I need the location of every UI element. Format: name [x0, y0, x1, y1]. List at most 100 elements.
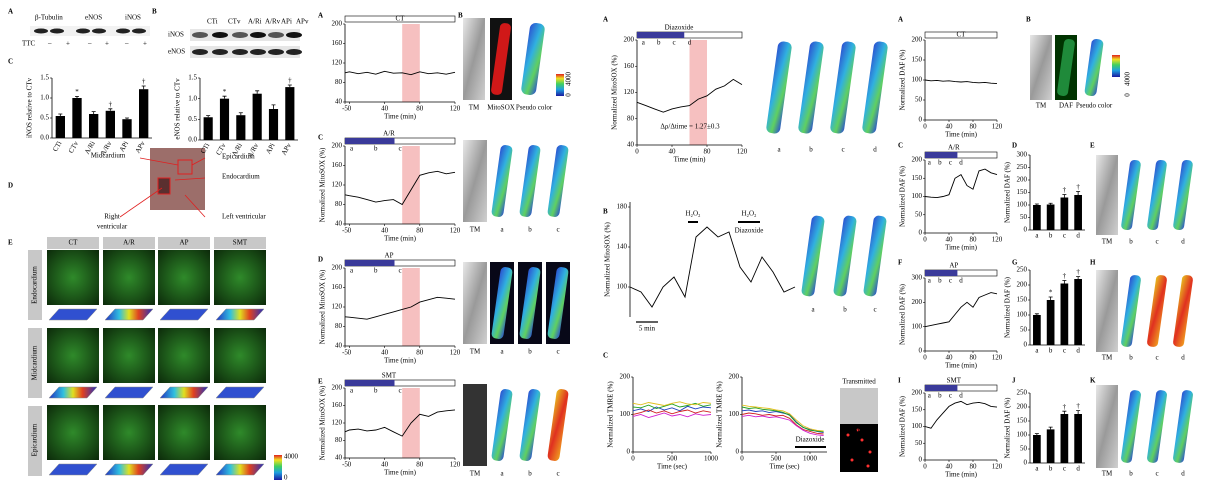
label: TMRE — [849, 426, 868, 434]
y-tick-label: 200 — [332, 142, 343, 150]
stage-label: d — [959, 392, 963, 400]
label: a — [500, 226, 504, 234]
cell-image — [801, 215, 825, 297]
label: Midcardium — [31, 345, 39, 380]
blot-band — [76, 28, 90, 34]
bar — [72, 98, 82, 138]
data-line — [632, 412, 712, 418]
stage-label: c — [949, 277, 952, 285]
data-line — [344, 170, 456, 206]
row-header — [28, 328, 42, 398]
error-bar — [91, 111, 96, 114]
x-tick-label: 120 — [992, 123, 1003, 131]
label: AP — [180, 239, 189, 247]
label: TM — [1036, 102, 1047, 110]
cell-image — [1147, 275, 1167, 347]
x-tick-label: b — [1049, 232, 1053, 240]
x-tick-label: CTv — [67, 139, 80, 154]
x-tick-label: d — [1076, 232, 1080, 240]
x-tick-label: 0 — [631, 455, 635, 463]
panel-letter: A — [318, 12, 323, 20]
cell-image — [521, 23, 545, 95]
y-tick-label: 150 — [912, 405, 923, 413]
label: b — [528, 226, 532, 234]
cell-image — [519, 267, 541, 339]
x-tick-label: c — [1063, 465, 1066, 473]
x-tick-label: 500 — [667, 455, 678, 463]
y-tick-label: 200 — [1017, 176, 1028, 184]
chart-title: AP — [949, 262, 958, 270]
surface-plot — [159, 463, 209, 476]
cell-image — [1173, 390, 1193, 463]
label: A/R — [123, 239, 135, 247]
bar — [1060, 414, 1069, 463]
x-tick-label: APv — [134, 139, 147, 154]
error-bar — [1034, 203, 1039, 205]
panel-letter: D — [8, 182, 13, 190]
y-tick-label: 120 — [332, 303, 343, 311]
y-tick-label: 100 — [617, 283, 628, 291]
label: c — [1155, 470, 1158, 478]
label: H₂O₂ — [686, 210, 702, 218]
stage-label: d — [688, 39, 692, 47]
stage-label: a — [350, 387, 354, 395]
blot-band — [250, 32, 266, 38]
label: 0 — [565, 93, 573, 97]
protocol-bar — [344, 15, 456, 23]
x-tick-label: a — [1035, 347, 1039, 355]
x-tick-label: 120 — [737, 148, 748, 156]
panel-letter: E — [8, 239, 13, 247]
y-tick-label: 80 — [335, 78, 343, 86]
x-tick-label: 1000 — [704, 455, 719, 463]
bar — [1033, 315, 1041, 345]
x-tick-label: 40 — [381, 227, 389, 235]
data-line — [741, 409, 824, 433]
x-axis-label: Time (min) — [674, 156, 706, 164]
cell-image — [1121, 159, 1141, 231]
y-tick-label: 40 — [335, 454, 343, 462]
error-bar — [1076, 276, 1081, 279]
chart-title: A/R — [383, 130, 395, 138]
blot-band — [116, 28, 130, 34]
y-tick-label: 0 — [919, 347, 923, 355]
x-tick-label: 80 — [970, 463, 978, 471]
label: b — [1129, 470, 1133, 478]
panel-letter: J — [1012, 377, 1016, 385]
label: Midcardium — [91, 152, 126, 160]
label: TM — [470, 348, 481, 356]
y-tick-label: 0 — [627, 448, 631, 456]
label: b — [1129, 238, 1133, 246]
x-tick-label: 120 — [450, 349, 461, 357]
y-tick-label: 150 — [912, 56, 923, 64]
y-tick-label: 1.0 — [40, 94, 49, 102]
bar — [1074, 279, 1082, 345]
y-tick-label: 50 — [915, 210, 923, 218]
error-bar — [1076, 410, 1081, 414]
cell-image — [519, 389, 541, 461]
image-frame — [463, 140, 487, 222]
error-bar — [1062, 194, 1067, 198]
bar — [89, 114, 99, 138]
x-tick-label: 40 — [381, 349, 389, 357]
x-tick-label: 120 — [992, 463, 1003, 471]
label: MitoSOX — [487, 104, 515, 112]
significance-mark: † — [109, 100, 113, 108]
blot-band — [34, 28, 48, 34]
x-axis-label: Time (min) — [945, 362, 977, 370]
tmre-spot — [868, 450, 872, 454]
y-tick-label: 50 — [1020, 445, 1028, 453]
error-bar — [141, 85, 146, 90]
x-axis-label: Time (min) — [945, 471, 977, 479]
cell-image — [798, 41, 824, 134]
x-tick-label: d — [1076, 465, 1080, 473]
heart-detail — [157, 177, 171, 195]
image-frame — [463, 18, 485, 100]
x-tick-label: c — [1063, 232, 1066, 240]
data-line — [632, 409, 712, 415]
y-tick-label: 0.0 — [188, 136, 197, 144]
label: c — [873, 306, 876, 314]
label: TM — [1102, 470, 1113, 478]
label: eNOS — [168, 48, 185, 56]
bar — [252, 93, 262, 140]
